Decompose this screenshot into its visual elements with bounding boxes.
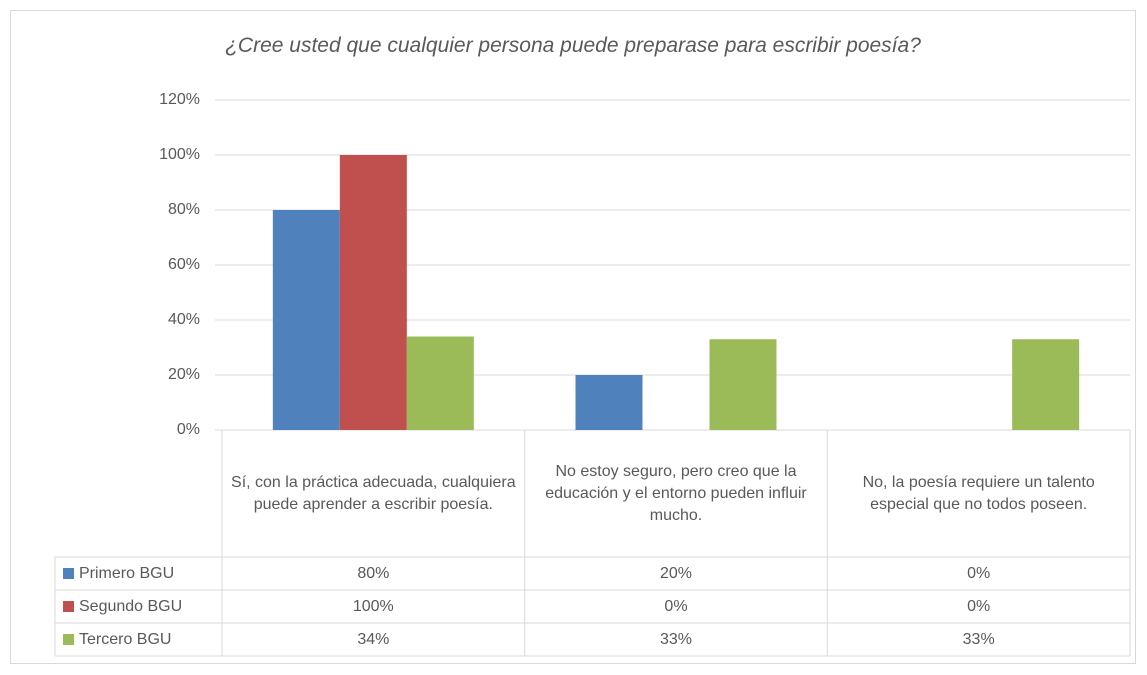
table-value: 33%: [962, 630, 995, 648]
table-value: 33%: [659, 630, 692, 648]
bar: [575, 375, 643, 430]
y-tick-label: 20%: [168, 366, 200, 383]
legend-swatch: [63, 634, 74, 645]
table-value: 0%: [967, 597, 991, 615]
chart-title: ¿Cree usted que cualquier persona puede …: [225, 34, 921, 57]
chart-frame: [10, 10, 1136, 664]
y-tick-label: 80%: [168, 201, 200, 218]
legend-entry: Primero BGU: [55, 557, 222, 590]
legend-entry: Tercero BGU: [55, 623, 222, 656]
table-value: 20%: [659, 564, 692, 582]
legend-swatch: [63, 568, 74, 579]
table-value: 0%: [664, 597, 688, 615]
table-value: 80%: [357, 564, 390, 582]
bar: [1012, 339, 1080, 430]
y-tick-label: 60%: [168, 256, 200, 273]
bar: [406, 336, 474, 430]
table-value: 100%: [352, 597, 394, 615]
category-label: Sí, con la práctica adecuada, cualquiera…: [231, 473, 516, 513]
table-value: 34%: [357, 630, 390, 648]
bar: [709, 339, 777, 430]
bar: [339, 155, 407, 430]
y-tick-label: 40%: [168, 311, 200, 328]
legend-label: Tercero BGU: [79, 630, 172, 648]
legend-swatch: [63, 601, 74, 612]
bar: [272, 210, 340, 430]
category-label: No, la poesía requiere un talento especi…: [862, 473, 1095, 513]
y-tick-label: 120%: [159, 91, 200, 108]
legend-label: Segundo BGU: [79, 597, 183, 615]
table-value: 0%: [967, 564, 991, 582]
legend-label: Primero BGU: [79, 564, 175, 582]
y-tick-label: 100%: [159, 146, 200, 163]
legend-entry: Segundo BGU: [55, 590, 222, 623]
y-tick-label: 0%: [177, 421, 200, 438]
category-label: No estoy seguro, pero creo que la educac…: [545, 462, 807, 524]
